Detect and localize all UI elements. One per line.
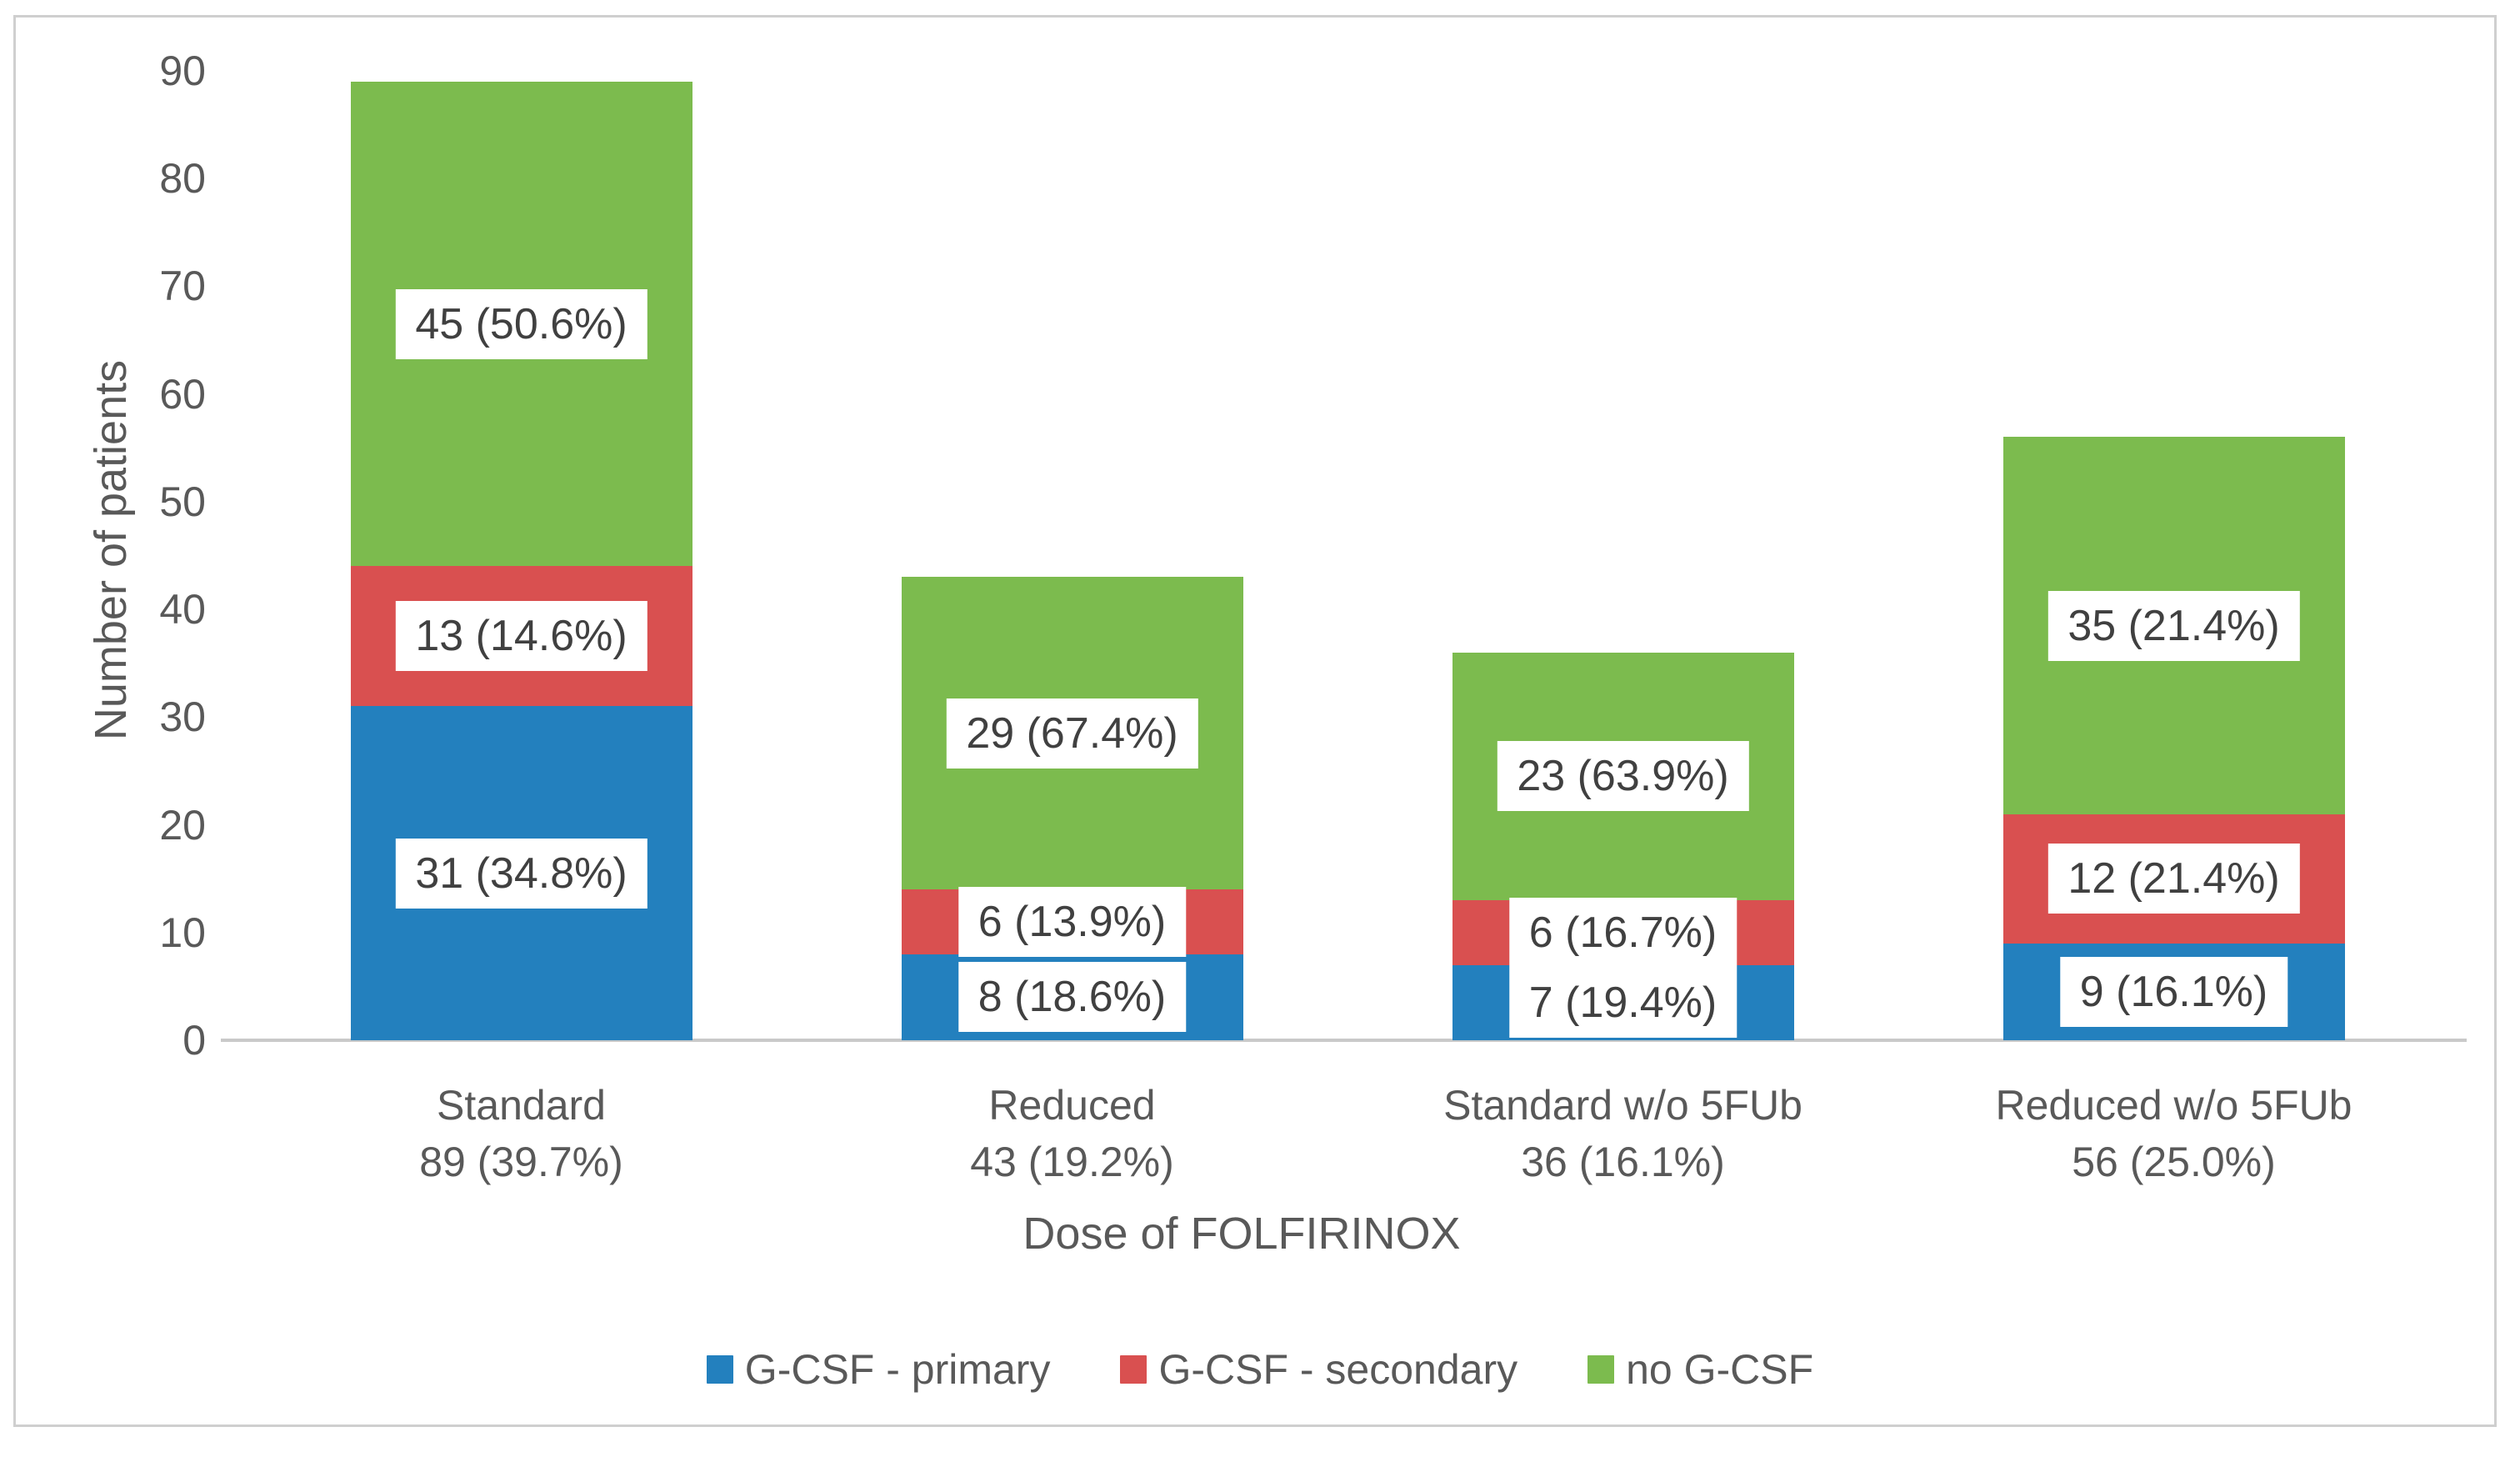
bar-segment-label: 9 (16.1%) bbox=[2059, 956, 2288, 1027]
y-tick-label: 30 bbox=[159, 693, 206, 741]
y-tick-label: 80 bbox=[159, 155, 206, 203]
y-tick-label: 20 bbox=[159, 801, 206, 849]
y-tick-label: 50 bbox=[159, 478, 206, 525]
bar-segment-label: 7 (19.4%) bbox=[1508, 967, 1738, 1038]
y-tick-label: 0 bbox=[182, 1017, 206, 1064]
category-total: 36 (16.1%) bbox=[1521, 1139, 1725, 1185]
bar-segment-label: 23 (63.9%) bbox=[1497, 741, 1749, 812]
bar-slot: 31 (34.8%) 13 (14.6%) 45 (50.6%) bbox=[246, 71, 797, 1040]
y-tick-label: 10 bbox=[159, 909, 206, 956]
bar-segment-label: 31 (34.8%) bbox=[395, 838, 648, 909]
legend-swatch bbox=[1588, 1355, 1615, 1384]
category-total: 89 (39.7%) bbox=[419, 1139, 623, 1185]
x-axis-line bbox=[221, 1039, 2467, 1042]
legend-item: no G-CSF bbox=[1588, 1341, 1813, 1398]
bar-segment-label: 6 (13.9%) bbox=[958, 886, 1187, 957]
category-name: Reduced w/o 5FUb bbox=[1995, 1082, 2352, 1129]
bar-segment-label: 6 (16.7%) bbox=[1508, 897, 1738, 968]
legend-item: G-CSF - primary bbox=[706, 1341, 1051, 1398]
bar-segment-label: 12 (21.4%) bbox=[2048, 844, 2300, 914]
bar-slot: 8 (18.6%) 6 (13.9%) 29 (67.4%) bbox=[797, 71, 1348, 1040]
plot-area: 31 (34.8%) 13 (14.6%) 45 (50.6%) 8 (18.6%) 6… bbox=[246, 71, 2449, 1040]
category-name: Standard bbox=[437, 1082, 606, 1129]
stacked-bar: 8 (18.6%) 6 (13.9%) 29 (67.4%) bbox=[901, 577, 1243, 1040]
bar-segment-label: 29 (67.4%) bbox=[946, 698, 1198, 769]
legend-swatch bbox=[1120, 1355, 1148, 1384]
category-total: 56 (25.0%) bbox=[2072, 1139, 2276, 1185]
bar-segment-label: 45 (50.6%) bbox=[395, 288, 648, 359]
category-label: Reduced w/o 5FUb 56 (25.0%) bbox=[1898, 1077, 2449, 1190]
category-label: Standard w/o 5FUb 36 (16.1%) bbox=[1348, 1077, 1898, 1190]
legend-label: G-CSF - secondary bbox=[1158, 1346, 1518, 1393]
x-axis-title: Dose of FOLFIRINOX bbox=[1022, 1209, 1461, 1259]
bar-slot: 9 (16.1%) 12 (21.4%) 35 (21.4%) bbox=[1898, 71, 2449, 1040]
category-total: 43 (19.2%) bbox=[970, 1139, 1174, 1185]
y-tick-label: 90 bbox=[159, 48, 206, 94]
stacked-bar: 7 (19.4%) 6 (16.7%) 23 (63.9%) bbox=[1452, 652, 1794, 1040]
legend-label: G-CSF - primary bbox=[744, 1346, 1051, 1393]
bar-segment-label: 8 (18.6%) bbox=[958, 962, 1187, 1033]
x-axis-category-labels: Standard 89 (39.7%) Reduced 43 (19.2%) Stand… bbox=[246, 1077, 2449, 1190]
bar-segment-label: 35 (21.4%) bbox=[2048, 590, 2300, 661]
legend-label: no G-CSF bbox=[1626, 1346, 1814, 1393]
category-name: Standard w/o 5FUb bbox=[1443, 1082, 1802, 1129]
y-tick-label: 60 bbox=[159, 370, 206, 418]
y-tick-label: 40 bbox=[159, 586, 206, 633]
category-name: Reduced bbox=[988, 1082, 1156, 1129]
bar-slot: 7 (19.4%) 6 (16.7%) 23 (63.9%) bbox=[1348, 71, 1898, 1040]
stacked-bar: 31 (34.8%) 13 (14.6%) 45 (50.6%) bbox=[350, 81, 692, 1040]
bar-segment-label: 13 (14.6%) bbox=[395, 601, 648, 672]
legend-swatch bbox=[706, 1355, 733, 1384]
legend: G-CSF - primary G-CSF - secondary no G-CSF bbox=[0, 1341, 2520, 1398]
stacked-bar: 9 (16.1%) 12 (21.4%) 35 (21.4%) bbox=[2002, 437, 2345, 1040]
legend-item: G-CSF - secondary bbox=[1120, 1341, 1518, 1398]
y-tick-label: 70 bbox=[159, 263, 206, 310]
category-label: Standard 89 (39.7%) bbox=[246, 1077, 797, 1190]
category-label: Reduced 43 (19.2%) bbox=[797, 1077, 1348, 1190]
